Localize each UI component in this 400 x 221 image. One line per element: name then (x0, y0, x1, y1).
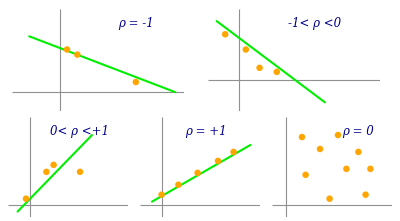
Point (317, 147, 323, 151)
Point (194, 171, 201, 175)
Point (230, 150, 237, 154)
Point (215, 159, 221, 163)
Text: 0< ρ <+1: 0< ρ <+1 (50, 125, 110, 138)
Point (222, 32, 228, 36)
Point (362, 193, 369, 196)
Point (335, 133, 341, 137)
Point (326, 197, 333, 200)
Point (175, 183, 182, 187)
Point (367, 167, 374, 171)
Point (64, 48, 70, 51)
Point (274, 70, 280, 74)
Point (299, 135, 305, 139)
Text: -1< ρ <0: -1< ρ <0 (288, 17, 341, 30)
Point (133, 80, 139, 84)
Point (355, 150, 362, 154)
Point (256, 66, 263, 70)
Point (302, 173, 309, 177)
Text: ρ = +1: ρ = +1 (185, 125, 227, 138)
Point (158, 193, 165, 196)
Point (74, 53, 80, 56)
Point (77, 170, 83, 174)
Point (243, 48, 249, 51)
Text: ρ = 0: ρ = 0 (342, 125, 374, 138)
Text: ρ = -1: ρ = -1 (118, 17, 154, 30)
Point (43, 170, 50, 174)
Point (343, 167, 350, 171)
Point (23, 197, 29, 200)
Point (50, 163, 57, 167)
